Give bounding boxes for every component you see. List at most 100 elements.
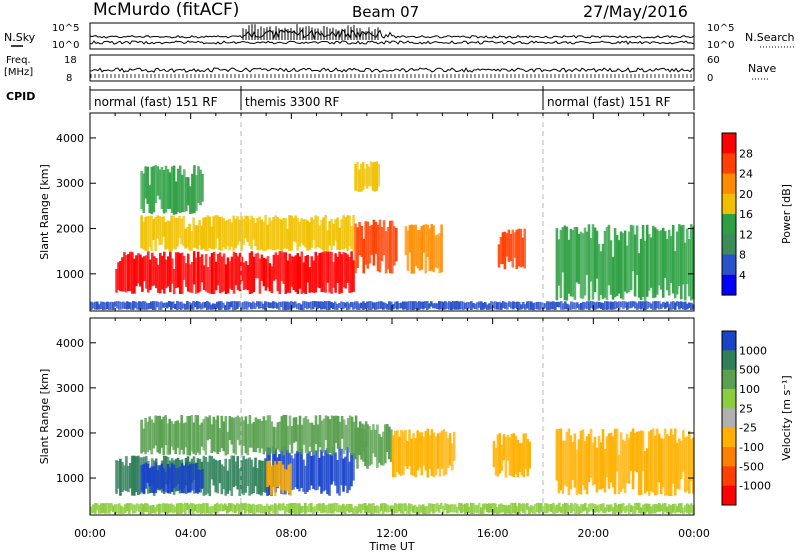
colorbar-swatch (722, 133, 736, 154)
echo-cell (332, 223, 335, 246)
echo-cell (129, 251, 132, 291)
echo-cell (644, 503, 647, 514)
echo-cell (340, 219, 343, 250)
echo-cell (444, 431, 448, 475)
echo-cell (322, 217, 325, 251)
echo-cell (228, 416, 232, 440)
echo-cell (395, 227, 398, 262)
echo-cell (504, 437, 508, 478)
echo-cell (190, 231, 193, 252)
echo-cell (560, 506, 563, 513)
echo-cell (262, 416, 266, 455)
echo-cell (372, 302, 375, 309)
echo-cell (686, 228, 689, 285)
echo-cell (164, 456, 168, 485)
echo-cell (252, 217, 255, 240)
echo-cell (464, 302, 467, 310)
echo-cell (581, 429, 585, 486)
echo-region (90, 301, 695, 311)
echo-cell (440, 224, 443, 273)
echo-cell (530, 301, 533, 310)
echo-cell (232, 251, 236, 294)
echo-cell (546, 503, 549, 514)
echo-cell (310, 422, 314, 453)
echo-cell (308, 503, 311, 513)
echo-cell (222, 218, 225, 248)
echo-cell (468, 506, 471, 513)
echo-cell (280, 301, 283, 308)
echo-cell (220, 301, 223, 310)
echo-cell (653, 227, 657, 298)
echo-cell (282, 217, 285, 249)
echo-cell (302, 262, 305, 293)
echo-cell (603, 230, 607, 298)
echo-cell (502, 504, 505, 513)
echo-cell (629, 224, 633, 291)
echo-cell (152, 505, 155, 514)
echo-cell (562, 303, 565, 310)
echo-cell (508, 437, 512, 476)
echo-cell (524, 433, 528, 469)
echo-cell (512, 502, 515, 514)
echo-cell (194, 257, 198, 294)
echo-cell (154, 462, 158, 494)
echo-cell (198, 220, 201, 246)
echo-cell (586, 507, 589, 514)
echo-cell (444, 503, 447, 511)
echo-region (140, 462, 204, 494)
echo-cell (100, 301, 103, 309)
echo-cell (110, 502, 113, 512)
echo-cell (160, 503, 163, 513)
echo-cell (500, 503, 503, 513)
echo-cell (513, 232, 517, 258)
echo-cell (580, 302, 583, 310)
echo-cell (358, 429, 361, 455)
echo-cell (330, 301, 333, 309)
echo-cell (635, 431, 639, 473)
echo-cell (372, 219, 376, 266)
echo-cell (250, 459, 253, 495)
echo-cell (370, 224, 374, 255)
echo-cell (346, 301, 349, 310)
echo-cell (148, 416, 151, 451)
echo-cell (150, 419, 153, 455)
echo-region (555, 224, 695, 301)
echo-cell (625, 433, 629, 484)
cpid-segment-label: themis 3300 RF (245, 95, 339, 109)
echo-cell (216, 215, 219, 239)
echo-cell (382, 302, 385, 310)
echo-cell (690, 224, 693, 301)
echo-cell (690, 302, 693, 310)
echo-cell (156, 301, 159, 308)
echo-cell (629, 431, 633, 471)
echo-region (115, 251, 355, 295)
echo-cell (588, 503, 591, 512)
echo-cell (340, 254, 343, 293)
echo-cell (104, 503, 107, 514)
echo-cell (142, 504, 145, 515)
echo-cell (193, 165, 196, 214)
y-tick-label: 2000 (56, 223, 84, 236)
echo-cell (244, 459, 247, 493)
echo-cell (364, 503, 367, 513)
echo-cell (254, 253, 258, 279)
echo-cell (573, 227, 577, 300)
echo-cell (284, 505, 287, 514)
echo-cell (212, 303, 215, 310)
echo-cell (519, 228, 523, 268)
echo-cell (370, 301, 373, 310)
echo-cell (194, 504, 197, 511)
colorbar-tick-label: 500 (739, 364, 760, 377)
echo-cell (212, 505, 215, 513)
echo-cell (438, 432, 442, 477)
echo-cell (688, 239, 691, 297)
echo-cell (620, 503, 623, 514)
echo-cell (452, 431, 456, 461)
echo-cell (340, 301, 343, 310)
echo-cell (286, 260, 290, 293)
echo-cell (232, 455, 235, 488)
echo-cell (324, 215, 327, 251)
echo-cell (210, 304, 213, 310)
echo-cell (416, 430, 419, 471)
echo-cell (428, 503, 431, 514)
